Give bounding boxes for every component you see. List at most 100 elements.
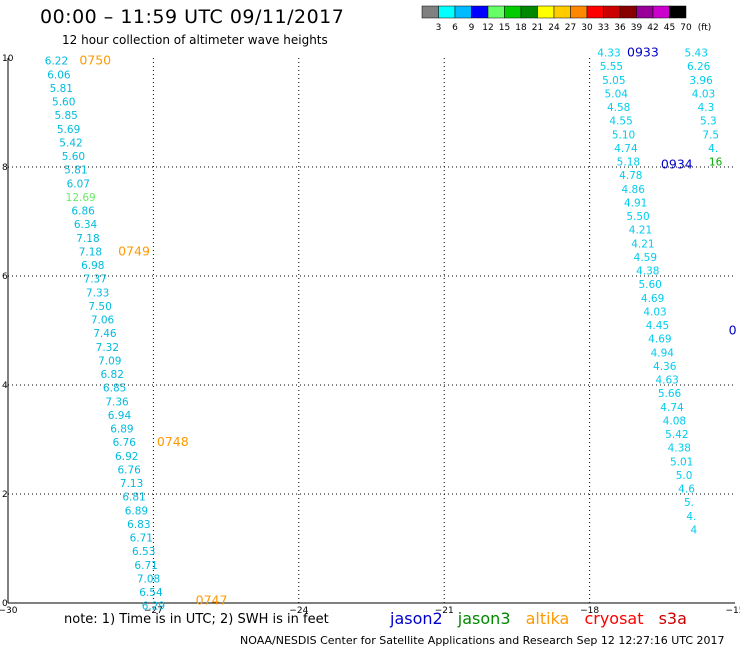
data-label: 4.08: [663, 415, 686, 427]
color-legend-label: 12: [482, 23, 493, 33]
data-label: 6.07: [67, 178, 90, 190]
time-label: 0748: [157, 434, 189, 449]
color-legend-swatch: [669, 5, 687, 19]
data-label: 6.89: [110, 424, 133, 436]
color-legend-swatch: [570, 5, 588, 19]
data-label: 4.58: [607, 102, 630, 114]
satellite-legend-jason2: jason2: [390, 609, 443, 628]
data-label: 6.92: [115, 451, 138, 463]
data-label: 4.59: [634, 252, 657, 264]
color-legend-label: 42: [647, 23, 658, 33]
data-label: 4.21: [631, 238, 654, 250]
data-label: 5.60: [52, 97, 75, 109]
color-legend-swatch: [553, 5, 571, 19]
data-label: 6.85: [103, 383, 126, 395]
time-label: 0934: [661, 156, 693, 171]
color-legend-label: 9: [469, 23, 475, 33]
color-legend-swatch: [537, 5, 555, 19]
x-tick-label: −27: [144, 606, 163, 616]
color-legend-swatch: [619, 5, 637, 19]
data-label: 6.98: [81, 260, 104, 272]
data-label: 6.22: [45, 56, 68, 68]
data-label: 6.82: [101, 369, 124, 381]
data-label: 4.55: [609, 116, 632, 128]
data-label: 4.86: [622, 184, 646, 196]
data-label: 6.71: [130, 533, 153, 545]
color-legend-label: 36: [614, 23, 626, 33]
data-label: 7.18: [76, 233, 99, 245]
color-legend-label: 45: [664, 23, 675, 33]
data-label: 5.43: [685, 48, 708, 60]
data-label: 4.45: [646, 320, 669, 332]
color-legend-swatch: [652, 5, 670, 19]
data-label: 6.94: [108, 410, 132, 422]
data-label: 4.03: [643, 306, 666, 318]
y-tick-label: 8: [2, 163, 8, 173]
data-label: 5.0: [676, 470, 693, 482]
data-label: 7.37: [84, 274, 107, 286]
data-label: 5.81: [64, 165, 87, 177]
y-tick-label: 4: [2, 381, 8, 391]
data-label: 3.96: [689, 75, 713, 87]
data-label: 5.60: [62, 151, 85, 163]
data-label: 5.50: [626, 211, 649, 223]
data-label: 5.05: [602, 75, 625, 87]
data-label: 4.: [708, 143, 718, 155]
time-label: 0933: [627, 45, 659, 60]
satellite-legend-cryosat: cryosat: [584, 609, 644, 628]
data-label: 5.60: [638, 279, 661, 291]
time-label: 0747: [196, 592, 228, 607]
y-tick-label: 2: [2, 490, 8, 500]
footer-credit: NOAA/NESDIS Center for Satellite Applica…: [240, 634, 725, 647]
data-label: 4.3: [698, 102, 715, 114]
x-tick-label: −18: [580, 606, 599, 616]
data-label: 6.54: [139, 587, 163, 599]
color-legend-label: 39: [631, 23, 643, 33]
data-label: 7.50: [88, 301, 111, 313]
data-label: 6.26: [687, 61, 711, 73]
data-label: 4.38: [668, 443, 691, 455]
data-label: 7.5: [702, 129, 719, 141]
data-label: 4.36: [653, 361, 677, 373]
satellite-legend-s3a: s3a: [658, 609, 687, 628]
color-legend-label: 6: [452, 23, 458, 33]
data-label: 7.32: [96, 342, 119, 354]
color-legend-label: 15: [499, 23, 510, 33]
data-label: 7.46: [93, 328, 117, 340]
data-label: 7.33: [86, 287, 109, 299]
color-legend-swatch: [586, 5, 604, 19]
data-label: 7.08: [137, 573, 160, 585]
color-legend-swatch: [421, 5, 439, 19]
data-label: 6.71: [134, 560, 157, 572]
y-tick-label: 10: [2, 54, 14, 64]
time-label: 0: [729, 323, 737, 338]
data-label: 5.18: [617, 157, 640, 169]
time-label: 0750: [79, 53, 111, 68]
data-label: 4.63: [655, 375, 678, 387]
chart-title: 00:00 – 11:59 UTC 09/11/2017: [40, 6, 345, 28]
color-legend-label: (ft): [698, 23, 712, 33]
data-label: 4.21: [629, 225, 652, 237]
data-label: 5.01: [670, 456, 693, 468]
data-label: 4.78: [619, 170, 642, 182]
y-tick-label: 0: [2, 599, 8, 609]
chart-subtitle: 12 hour collection of altimeter wave hei…: [62, 33, 328, 47]
color-legend-swatch: [636, 5, 654, 19]
data-label: 4.94: [651, 347, 675, 359]
x-tick-label: −30: [0, 606, 18, 616]
color-legend-label: 18: [515, 23, 527, 33]
data-label: 4.6: [678, 484, 695, 496]
data-label: 6.53: [132, 546, 155, 558]
data-label: 5.81: [50, 83, 73, 95]
data-label: 4.33: [597, 48, 620, 60]
color-legend-label: 3: [436, 23, 442, 33]
color-legend-swatch: [520, 5, 538, 19]
data-label: 5.42: [665, 429, 688, 441]
y-tick-label: 6: [2, 272, 8, 282]
color-legend-label: 70: [680, 23, 692, 33]
data-label: 7.36: [105, 396, 129, 408]
data-label: 7.13: [120, 478, 143, 490]
data-label: 4: [690, 524, 697, 536]
